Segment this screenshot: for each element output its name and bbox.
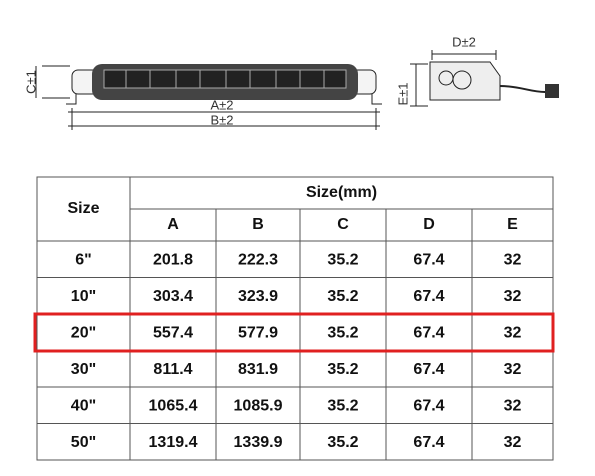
value-cell: 1065.4 [149, 397, 198, 414]
value-cell: 35.2 [327, 361, 358, 378]
column-header: D [423, 216, 435, 233]
value-cell: 35.2 [327, 397, 358, 414]
value-cell: 67.4 [413, 434, 444, 451]
lens [103, 69, 347, 89]
value-cell: 201.8 [153, 251, 193, 268]
side-housing [429, 61, 501, 101]
column-header: B [252, 216, 264, 233]
size-header: Size [67, 200, 99, 217]
size-cell: 50" [71, 434, 96, 451]
value-cell: 35.2 [327, 324, 358, 341]
value-cell: 222.3 [238, 251, 278, 268]
value-cell: 303.4 [153, 288, 193, 305]
dim-a: A±2 [210, 97, 233, 112]
value-cell: 35.2 [327, 251, 358, 268]
side-dimension-lines [410, 50, 497, 107]
dimension-lines [35, 65, 380, 130]
value-cell: 35.2 [327, 288, 358, 305]
size-cell: 10" [71, 288, 96, 305]
cable [499, 85, 546, 93]
table-border [36, 176, 554, 461]
highlight-box [33, 312, 555, 353]
dim-b: B±2 [210, 112, 233, 127]
dim-e: E±1 [395, 82, 410, 105]
knob [452, 70, 472, 90]
dim-c: C±1 [23, 70, 38, 94]
size-cell: 40" [71, 397, 96, 414]
size-table: Size Size(mm) A B C D E 6" 201.8 222.3 35.2 67.4 32 1… [36, 176, 554, 461]
size-cell: 6" [75, 251, 91, 268]
value-cell: 811.4 [153, 361, 192, 378]
size-cell: 20" [71, 324, 96, 341]
value-cell: 67.4 [413, 361, 444, 378]
group-header: Size(mm) [306, 184, 377, 201]
value-cell: 32 [504, 324, 522, 341]
value-cell: 32 [504, 251, 522, 268]
value-cell: 32 [504, 288, 522, 305]
value-cell: 323.9 [238, 288, 278, 305]
value-cell: 32 [504, 434, 522, 451]
value-cell: 1339.9 [234, 434, 283, 451]
value-cell: 577.9 [238, 324, 278, 341]
value-cell: 67.4 [413, 251, 444, 268]
value-cell: 32 [504, 397, 522, 414]
value-cell: 67.4 [413, 288, 444, 305]
dim-d: D±2 [452, 34, 476, 49]
brackets [66, 94, 382, 105]
value-cell: 32 [504, 361, 522, 378]
lens-dividers [125, 70, 325, 88]
value-cell: 35.2 [327, 434, 358, 451]
front-view: C±1 A±2 B±2 [23, 64, 382, 130]
column-header: C [337, 216, 349, 233]
column-header: E [507, 216, 518, 233]
value-cell: 557.4 [153, 324, 193, 341]
value-cell: 1319.4 [149, 434, 198, 451]
value-cell: 831.9 [238, 361, 278, 378]
size-cell: 30" [71, 361, 96, 378]
value-cell: 1085.9 [234, 397, 283, 414]
side-view: D±2 E±1 [395, 34, 559, 107]
value-cell: 67.4 [413, 397, 444, 414]
column-header: A [167, 216, 179, 233]
connector [545, 84, 559, 98]
value-cell: 67.4 [413, 324, 444, 341]
